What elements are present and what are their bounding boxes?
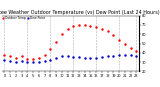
Outdoor Temp xyxy=(72,25,74,26)
Outdoor Temp xyxy=(107,31,109,32)
Outdoor Temp xyxy=(89,25,91,26)
Outdoor Temp xyxy=(32,59,34,60)
Outdoor Temp xyxy=(9,56,11,57)
Outdoor Temp xyxy=(49,49,51,50)
Outdoor Temp xyxy=(26,59,28,60)
Outdoor Temp xyxy=(44,54,46,55)
Outdoor Temp xyxy=(61,34,63,35)
Dew Point xyxy=(84,58,86,59)
Line: Dew Point: Dew Point xyxy=(3,54,137,63)
Dew Point xyxy=(61,56,63,57)
Outdoor Temp xyxy=(124,44,126,45)
Dew Point xyxy=(44,61,46,62)
Dew Point xyxy=(78,57,80,58)
Dew Point xyxy=(135,55,137,56)
Outdoor Temp xyxy=(112,35,114,36)
Title: Milwaukee Weather Outdoor Temperature (vs) Dew Point (Last 24 Hours): Milwaukee Weather Outdoor Temperature (v… xyxy=(0,10,160,15)
Dew Point xyxy=(49,60,51,61)
Dew Point xyxy=(101,57,103,58)
Outdoor Temp xyxy=(118,39,120,40)
Outdoor Temp xyxy=(95,26,97,27)
Dew Point xyxy=(107,56,109,57)
Outdoor Temp xyxy=(78,24,80,25)
Outdoor Temp xyxy=(67,28,68,29)
Outdoor Temp xyxy=(55,41,57,42)
Outdoor Temp xyxy=(130,48,132,49)
Dew Point xyxy=(67,56,68,57)
Outdoor Temp xyxy=(135,50,137,51)
Dew Point xyxy=(89,58,91,59)
Dew Point xyxy=(72,57,74,58)
Dew Point xyxy=(9,61,11,62)
Outdoor Temp xyxy=(21,56,23,57)
Dew Point xyxy=(38,62,40,63)
Dew Point xyxy=(21,61,23,62)
Outdoor Temp xyxy=(4,54,5,55)
Dew Point xyxy=(4,60,5,61)
Outdoor Temp xyxy=(101,28,103,29)
Outdoor Temp xyxy=(38,58,40,59)
Dew Point xyxy=(15,62,17,63)
Dew Point xyxy=(130,54,132,55)
Dew Point xyxy=(55,58,57,59)
Dew Point xyxy=(118,54,120,55)
Outdoor Temp xyxy=(15,58,17,59)
Legend: Outdoor Temp, Dew Point: Outdoor Temp, Dew Point xyxy=(2,16,45,20)
Dew Point xyxy=(26,62,28,63)
Line: Outdoor Temp: Outdoor Temp xyxy=(3,24,137,60)
Dew Point xyxy=(32,62,34,63)
Dew Point xyxy=(124,54,126,55)
Dew Point xyxy=(95,58,97,59)
Dew Point xyxy=(112,55,114,56)
Outdoor Temp xyxy=(84,24,86,25)
